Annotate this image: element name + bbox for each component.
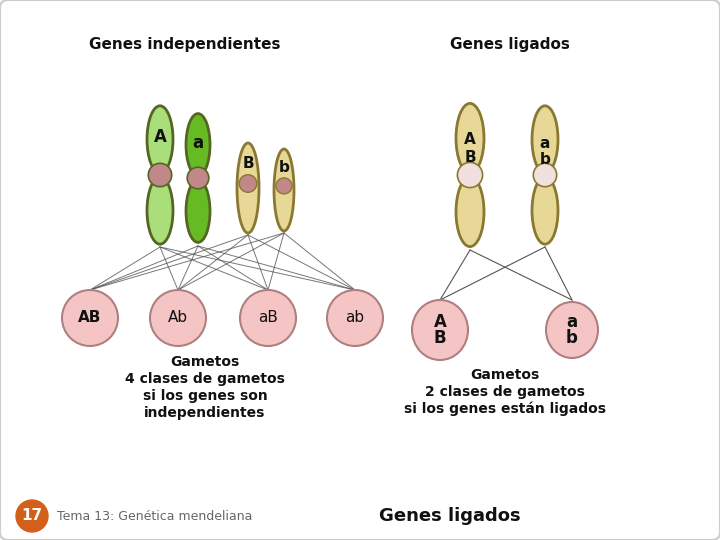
Ellipse shape: [412, 300, 468, 360]
Text: B: B: [464, 150, 476, 165]
Text: a: a: [192, 134, 204, 152]
Text: independientes: independientes: [144, 406, 266, 420]
Text: A: A: [464, 132, 476, 147]
Text: B: B: [242, 156, 254, 171]
Circle shape: [62, 290, 118, 346]
Ellipse shape: [274, 149, 294, 231]
Text: Tema 13: Genética mendeliana: Tema 13: Genética mendeliana: [58, 510, 253, 523]
Circle shape: [534, 163, 557, 187]
Text: Gametos: Gametos: [171, 355, 240, 369]
Ellipse shape: [237, 143, 259, 233]
Text: Genes ligados: Genes ligados: [379, 507, 521, 525]
Text: Genes independientes: Genes independientes: [89, 37, 281, 52]
Text: Genes ligados: Genes ligados: [450, 37, 570, 52]
Circle shape: [240, 290, 296, 346]
Text: Ab: Ab: [168, 310, 188, 326]
Circle shape: [150, 290, 206, 346]
Circle shape: [239, 175, 257, 192]
Text: Gametos: Gametos: [470, 368, 539, 382]
Ellipse shape: [147, 177, 173, 244]
Text: aB: aB: [258, 310, 278, 326]
Circle shape: [457, 163, 482, 187]
Ellipse shape: [532, 177, 558, 244]
Text: 4 clases de gametos: 4 clases de gametos: [125, 372, 285, 386]
Ellipse shape: [532, 106, 558, 173]
Ellipse shape: [186, 180, 210, 242]
Circle shape: [276, 178, 292, 194]
Ellipse shape: [147, 106, 173, 173]
Text: a: a: [567, 313, 577, 331]
Circle shape: [16, 500, 48, 532]
Text: b: b: [539, 152, 550, 166]
Circle shape: [327, 290, 383, 346]
Text: 2 clases de gametos: 2 clases de gametos: [425, 385, 585, 399]
Text: AB: AB: [78, 310, 102, 326]
Text: B: B: [433, 329, 446, 347]
Text: A: A: [433, 313, 446, 331]
Text: b: b: [566, 329, 578, 347]
Circle shape: [187, 167, 209, 189]
Text: ab: ab: [346, 310, 364, 326]
Ellipse shape: [456, 177, 484, 247]
Text: si los genes son: si los genes son: [143, 389, 267, 403]
Text: a: a: [540, 136, 550, 151]
Ellipse shape: [456, 103, 484, 173]
Text: 17: 17: [22, 509, 42, 523]
Ellipse shape: [186, 113, 210, 176]
Text: A: A: [153, 128, 166, 146]
Circle shape: [148, 163, 171, 187]
Text: b: b: [279, 160, 289, 176]
Ellipse shape: [546, 302, 598, 358]
Text: si los genes están ligados: si los genes están ligados: [404, 402, 606, 416]
